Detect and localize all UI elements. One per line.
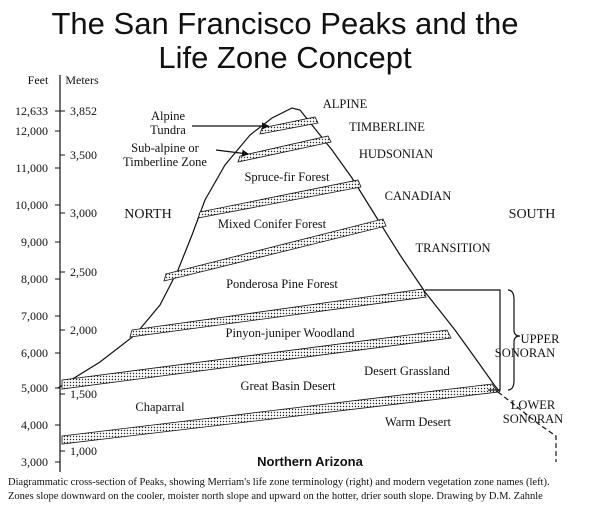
feet-label: 6,000	[21, 346, 48, 360]
feet-label: 10,000	[15, 198, 48, 212]
meters-label: 3,852	[70, 104, 97, 118]
label: Pinyon-juniper Woodland	[226, 326, 356, 340]
zone-label: HUDSONIAN	[359, 147, 433, 161]
feet-label: 5,000	[21, 381, 48, 395]
axis-unit: Feet	[28, 73, 49, 87]
feet-label: 8,000	[21, 272, 48, 286]
meters-label: 2,500	[70, 265, 97, 279]
caption: Diagrammatic cross-section of Peaks, sho…	[8, 477, 550, 488]
zone-label: SONORAN	[495, 346, 555, 360]
direction: SOUTH	[509, 207, 556, 222]
label: Chaparral	[135, 400, 185, 414]
feet-label: 11,000	[15, 161, 48, 175]
zone-label: ALPINE	[323, 97, 368, 111]
feet-label: 9,000	[21, 235, 48, 249]
label: Warm Desert	[385, 415, 452, 429]
feet-label: 7,000	[21, 309, 48, 323]
zone-label: LOWER	[511, 398, 556, 412]
label: Tundra	[150, 123, 186, 137]
feet-label: 12,000	[15, 124, 48, 138]
label: Great Basin Desert	[240, 379, 336, 393]
label: Mixed Conifer Forest	[218, 217, 327, 231]
zone-label: TRANSITION	[416, 241, 491, 255]
title: The San Francisco Peaks and the	[52, 6, 519, 41]
feet-label: 12,633	[15, 104, 48, 118]
label: Timberline Zone	[123, 155, 207, 169]
mountain	[57, 107, 557, 462]
zone-label: CANADIAN	[385, 189, 452, 203]
label: Ponderosa Pine Forest	[226, 277, 338, 291]
label: Spruce-fir Forest	[244, 170, 330, 184]
zone-label: TIMBERLINE	[349, 120, 425, 134]
feet-label: 4,000	[21, 418, 48, 432]
title: Life Zone Concept	[158, 40, 412, 75]
caption: Zones slope downward on the cooler, mois…	[8, 491, 543, 502]
axis: Feet Meters	[28, 73, 99, 472]
label: Desert Grassland	[364, 364, 450, 378]
meters-label: 2,000	[70, 323, 97, 337]
meters-label: 1,000	[70, 444, 97, 458]
axis-unit: Meters	[65, 73, 99, 87]
meters-label: 3,500	[70, 148, 97, 162]
region: Northern Arizona	[257, 454, 363, 469]
label: Sub-alpine or	[131, 141, 200, 155]
direction: NORTH	[124, 207, 171, 222]
meters-label: 3,000	[70, 206, 97, 220]
feet-label: 3,000	[21, 455, 48, 469]
meters-label: 1,500	[70, 387, 97, 401]
zone-label: UPPER	[521, 332, 561, 346]
zone-label: SONORAN	[503, 412, 563, 426]
label: Alpine	[151, 109, 185, 123]
